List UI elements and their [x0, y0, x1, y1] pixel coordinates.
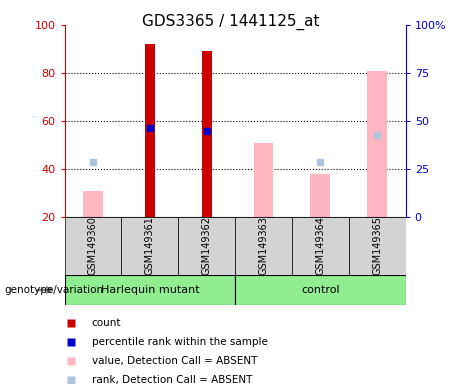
- Text: rank, Detection Call = ABSENT: rank, Detection Call = ABSENT: [92, 375, 252, 384]
- Bar: [254, 142, 273, 217]
- Text: GSM149361: GSM149361: [145, 216, 155, 275]
- Bar: [83, 190, 103, 217]
- Bar: [349, 217, 406, 275]
- Text: percentile rank within the sample: percentile rank within the sample: [92, 337, 268, 347]
- Bar: [65, 275, 235, 305]
- Text: GSM149363: GSM149363: [259, 216, 269, 275]
- Text: GDS3365 / 1441125_at: GDS3365 / 1441125_at: [142, 13, 319, 30]
- Bar: [65, 217, 121, 275]
- Bar: [235, 275, 406, 305]
- Text: count: count: [92, 318, 121, 328]
- Text: GSM149365: GSM149365: [372, 216, 382, 275]
- Bar: [367, 71, 387, 217]
- Text: Harlequin mutant: Harlequin mutant: [100, 285, 199, 295]
- Text: control: control: [301, 285, 340, 295]
- Bar: [121, 217, 178, 275]
- Text: GSM149360: GSM149360: [88, 216, 98, 275]
- Bar: [178, 217, 235, 275]
- Bar: [310, 174, 331, 217]
- Text: genotype/variation: genotype/variation: [5, 285, 104, 295]
- Bar: [235, 217, 292, 275]
- Text: value, Detection Call = ABSENT: value, Detection Call = ABSENT: [92, 356, 257, 366]
- Text: GSM149362: GSM149362: [201, 216, 212, 275]
- Text: GSM149364: GSM149364: [315, 216, 325, 275]
- Bar: [145, 44, 155, 217]
- Bar: [201, 51, 212, 217]
- Bar: [292, 217, 349, 275]
